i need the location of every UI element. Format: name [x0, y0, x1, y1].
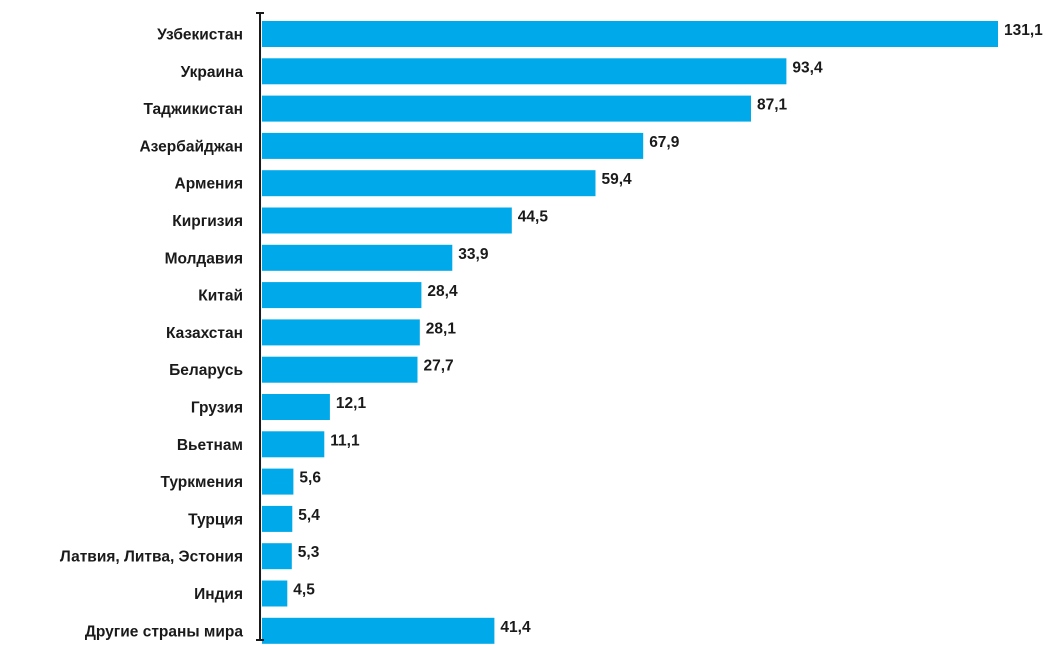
category-label: Грузия [191, 400, 243, 417]
value-label: 28,4 [427, 283, 458, 300]
bar [262, 580, 288, 607]
bar [262, 58, 787, 85]
bar [262, 95, 751, 122]
category-label: Туркмения [160, 474, 243, 491]
value-label: 93,4 [792, 59, 823, 76]
value-label: 28,1 [426, 320, 457, 337]
value-label: 11,1 [330, 432, 360, 449]
category-label: Китай [198, 288, 243, 305]
bar [262, 132, 644, 159]
value-label: 131,1 [1004, 22, 1043, 39]
value-labels-group: 131,1 93,4 87,1 67,9 59,4 44,5 33,9 28,4 28,1 27,… [293, 22, 1043, 636]
y-axis [256, 12, 264, 641]
value-label: 41,4 [500, 619, 531, 636]
category-label: Киргизия [172, 213, 243, 230]
category-label: Беларусь [169, 362, 243, 379]
value-label: 27,7 [424, 358, 454, 375]
value-label: 4,5 [293, 582, 315, 599]
bar [262, 356, 418, 383]
bar [262, 319, 420, 346]
bar [262, 505, 293, 532]
bar [262, 431, 325, 458]
category-label: Узбекистан [157, 27, 243, 44]
bar [262, 282, 422, 309]
category-label: Армения [175, 176, 243, 193]
bar [262, 170, 596, 197]
bar [262, 394, 330, 420]
value-label: 5,3 [298, 544, 320, 561]
category-label: Молдавия [165, 250, 243, 267]
value-label: 67,9 [649, 134, 680, 151]
category-label: Вьетнам [177, 437, 243, 454]
bar [262, 21, 998, 47]
category-label: Турция [188, 511, 243, 528]
category-label: Таджикистан [143, 101, 243, 118]
bar [262, 617, 495, 644]
value-label: 12,1 [336, 395, 367, 412]
category-label: Казахстан [166, 325, 243, 342]
value-label: 5,4 [298, 507, 320, 524]
bar [262, 468, 294, 495]
value-label: 59,4 [602, 171, 633, 188]
bar [262, 244, 453, 271]
category-label: Другие страны мира [85, 623, 244, 640]
value-label: 33,9 [458, 246, 489, 263]
value-label: 44,5 [518, 209, 549, 226]
category-label: Азербайджан [139, 138, 243, 155]
category-label: Индия [194, 586, 243, 603]
bar [262, 207, 512, 234]
value-label: 87,1 [757, 97, 788, 114]
category-label: Латвия, Литва, Эстония [60, 549, 243, 566]
bar [262, 543, 292, 570]
category-labels-group: Узбекистан Украина Таджикистан Азербайджан А… [60, 27, 244, 641]
category-label: Украина [181, 64, 244, 81]
bars-group [262, 21, 998, 644]
value-label: 5,6 [299, 470, 321, 487]
